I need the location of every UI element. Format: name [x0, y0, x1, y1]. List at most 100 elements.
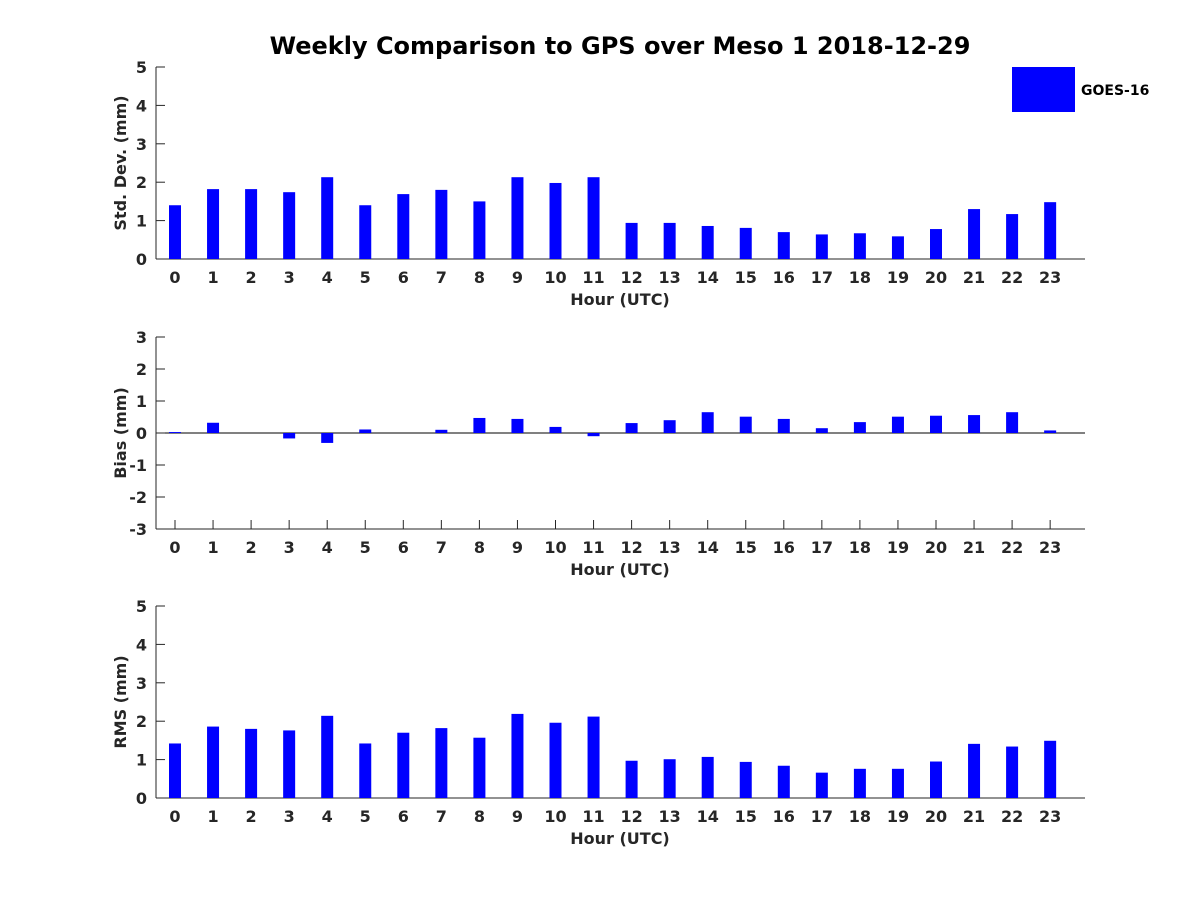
bar-hour-11: [587, 177, 600, 259]
bar-hour-4: [321, 177, 334, 259]
x-tick-label: 4: [322, 268, 333, 287]
x-tick-label: 16: [773, 807, 795, 826]
bar-hour-13: [663, 222, 676, 259]
x-tick-label: 15: [735, 538, 757, 557]
bar-hour-22: [1006, 412, 1019, 433]
bar-hour-21: [968, 743, 981, 798]
x-tick-label: 5: [360, 268, 371, 287]
bar-hour-15: [739, 761, 752, 798]
y-tick-label: 3: [136, 328, 147, 347]
x-tick-label: 21: [963, 807, 985, 826]
x-tick-label: 20: [925, 268, 947, 287]
bar-hour-16: [777, 418, 790, 433]
x-tick-label: 17: [811, 538, 833, 557]
x-axis-label: Hour (UTC): [570, 290, 670, 309]
y-axis-label: Bias (mm): [111, 387, 130, 479]
bar-hour-10: [549, 722, 562, 798]
x-tick-label: 1: [207, 538, 218, 557]
y-tick-label: -3: [129, 520, 147, 539]
bar-hour-17: [815, 428, 828, 433]
bar-hour-13: [663, 759, 676, 798]
x-tick-label: 12: [620, 538, 642, 557]
x-tick-label: 23: [1039, 807, 1061, 826]
x-tick-label: 5: [360, 807, 371, 826]
x-tick-label: 15: [735, 268, 757, 287]
x-tick-label: 11: [582, 538, 604, 557]
y-tick-label: 3: [136, 674, 147, 693]
bar-hour-0: [169, 743, 181, 798]
bar-hour-20: [930, 761, 942, 798]
legend-label: GOES-16: [1081, 83, 1149, 99]
y-tick-label: 1: [136, 392, 147, 411]
bar-hour-16: [777, 232, 790, 259]
bar-hour-17: [815, 234, 828, 259]
x-tick-label: 20: [925, 807, 947, 826]
x-tick-label: 16: [773, 538, 795, 557]
x-tick-label: 12: [620, 807, 642, 826]
bar-hour-3: [283, 730, 296, 798]
x-axis-label: Hour (UTC): [570, 560, 670, 579]
bar-hour-1: [207, 189, 220, 259]
bar-hour-3: [283, 433, 296, 439]
bar-hour-1: [207, 422, 220, 433]
x-tick-label: 3: [284, 268, 295, 287]
bar-hour-20: [930, 415, 942, 433]
x-tick-label: 8: [474, 807, 485, 826]
x-tick-label: 13: [659, 268, 681, 287]
bar-hour-12: [625, 222, 638, 259]
y-tick-label: 0: [136, 250, 147, 269]
x-axis-label: Hour (UTC): [570, 829, 670, 848]
bar-hour-14: [701, 756, 714, 798]
y-axis-label: RMS (mm): [111, 655, 130, 748]
bar-hour-19: [891, 236, 904, 259]
y-tick-label: 4: [136, 96, 147, 115]
x-tick-label: 5: [360, 538, 371, 557]
bar-hour-6: [397, 732, 410, 798]
bar-hour-10: [549, 426, 562, 433]
legend: GOES-16: [1012, 67, 1149, 112]
bar-hour-2: [245, 189, 258, 259]
bar-hour-8: [473, 737, 486, 798]
x-tick-label: 13: [659, 807, 681, 826]
bar-hour-7: [435, 728, 448, 798]
x-tick-label: 7: [436, 268, 447, 287]
x-tick-label: 19: [887, 807, 909, 826]
bar-hour-16: [777, 765, 790, 798]
x-tick-label: 14: [697, 538, 719, 557]
bar-hour-5: [359, 205, 372, 259]
y-tick-label: -2: [129, 488, 147, 507]
x-tick-label: 18: [849, 538, 871, 557]
bar-hour-0: [169, 432, 181, 433]
bar-hour-8: [473, 417, 486, 433]
bar-hour-14: [701, 225, 714, 259]
x-tick-label: 0: [169, 538, 180, 557]
y-tick-label: 5: [136, 58, 147, 77]
x-tick-label: 10: [544, 538, 566, 557]
x-tick-label: 19: [887, 268, 909, 287]
bar-hour-22: [1006, 746, 1019, 798]
y-tick-label: 3: [136, 135, 147, 154]
bar-hour-13: [663, 420, 676, 433]
bar-hour-10: [549, 182, 562, 259]
bar-hour-4: [321, 715, 334, 798]
legend-swatch: [1012, 67, 1075, 112]
x-tick-label: 2: [246, 538, 257, 557]
y-tick-label: 0: [136, 789, 147, 808]
bar-hour-21: [968, 209, 981, 259]
y-axis-label: Std. Dev. (mm): [111, 95, 130, 230]
bar-hour-8: [473, 201, 486, 259]
x-tick-label: 1: [207, 268, 218, 287]
bar-hour-23: [1044, 202, 1057, 259]
x-tick-label: 17: [811, 807, 833, 826]
x-tick-label: 3: [284, 538, 295, 557]
bar-hour-22: [1006, 214, 1019, 259]
bar-hour-7: [435, 429, 448, 433]
bar-hour-20: [930, 229, 942, 259]
bar-hour-9: [511, 713, 524, 798]
bar-hour-23: [1044, 740, 1057, 798]
x-tick-label: 23: [1039, 268, 1061, 287]
x-tick-label: 7: [436, 538, 447, 557]
y-tick-label: 5: [136, 597, 147, 616]
x-tick-label: 16: [773, 268, 795, 287]
